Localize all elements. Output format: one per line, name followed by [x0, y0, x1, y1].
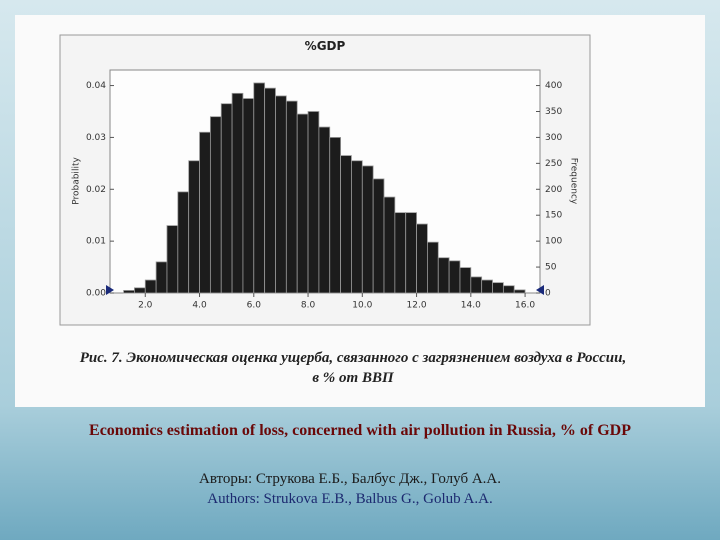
bar: [307, 111, 320, 294]
y2-tick-label: 350: [545, 107, 562, 117]
bar: [394, 212, 407, 294]
bar: [459, 267, 472, 294]
x-tick-label: 6.0: [247, 301, 262, 311]
caption: в % от ВВП: [312, 370, 395, 386]
bar: [318, 126, 331, 294]
x-tick-label: 8.0: [301, 301, 316, 311]
y2-tick-label: 150: [545, 211, 562, 221]
bar: [264, 87, 276, 294]
caption: Рис. 7. Экономическая оценка ущерба, свя…: [80, 350, 627, 366]
y-tick-label: 0.03: [86, 133, 106, 143]
bar: [242, 98, 255, 294]
bar: [209, 116, 222, 294]
bar: [405, 212, 417, 294]
bar: [416, 223, 428, 294]
bar: [177, 191, 190, 294]
bar: [351, 160, 363, 294]
bar: [437, 257, 450, 294]
bar: [340, 155, 352, 294]
bar: [231, 92, 244, 294]
bar: [134, 287, 146, 294]
bar: [188, 160, 200, 294]
bar: [296, 113, 309, 294]
bar: [502, 285, 515, 294]
bar: [513, 289, 526, 294]
range-marker: [106, 285, 114, 295]
y2-tick-label: 100: [545, 237, 562, 247]
y2-tick-label: 400: [545, 81, 562, 91]
y-tick-label: 0.04: [86, 81, 106, 91]
bar: [220, 103, 233, 294]
bar: [470, 276, 483, 294]
x-tick-label: 12.0: [407, 301, 427, 311]
x-tick-label: 10.0: [352, 301, 372, 311]
bar: [372, 178, 385, 294]
bar: [144, 279, 157, 294]
y-tick-label: 0.01: [86, 237, 106, 247]
bar: [481, 279, 493, 294]
y2-axis-label: Frequency: [569, 158, 579, 205]
x-tick-label: 16.0: [515, 301, 535, 311]
bar: [329, 137, 341, 294]
bar: [492, 282, 504, 294]
bar: [361, 165, 374, 294]
x-tick-label: 4.0: [192, 301, 207, 311]
y-axis-label: Probability: [72, 157, 82, 205]
y-tick-label: 0.02: [86, 185, 106, 195]
bar: [285, 100, 298, 294]
bar: [123, 290, 135, 294]
bar: [253, 82, 266, 294]
y2-tick-label: 250: [545, 159, 562, 169]
x-tick-label: 14.0: [461, 301, 481, 311]
slide-title: Economics estimation of loss, concerned …: [89, 422, 631, 439]
authors-ru: Авторы: Струкова Е.Б., Балбус Дж., Голуб…: [199, 471, 501, 487]
bar: [427, 241, 439, 294]
authors-en: Authors: Strukova E.B., Balbus G., Golub…: [207, 491, 492, 507]
bar: [166, 225, 179, 294]
y2-tick-label: 200: [545, 185, 562, 195]
y2-tick-label: 300: [545, 133, 562, 143]
x-tick-label: 2.0: [138, 301, 153, 311]
bar: [448, 260, 461, 294]
y-tick-label: 0.00: [86, 289, 106, 299]
bar: [275, 95, 287, 294]
range-marker: [536, 285, 544, 295]
bar: [199, 131, 211, 294]
bar: [155, 261, 168, 294]
bar: [383, 196, 396, 294]
chart-title: %GDP: [305, 39, 346, 53]
y2-tick-label: 50: [545, 263, 557, 273]
y2-tick-label: 0: [545, 289, 551, 299]
